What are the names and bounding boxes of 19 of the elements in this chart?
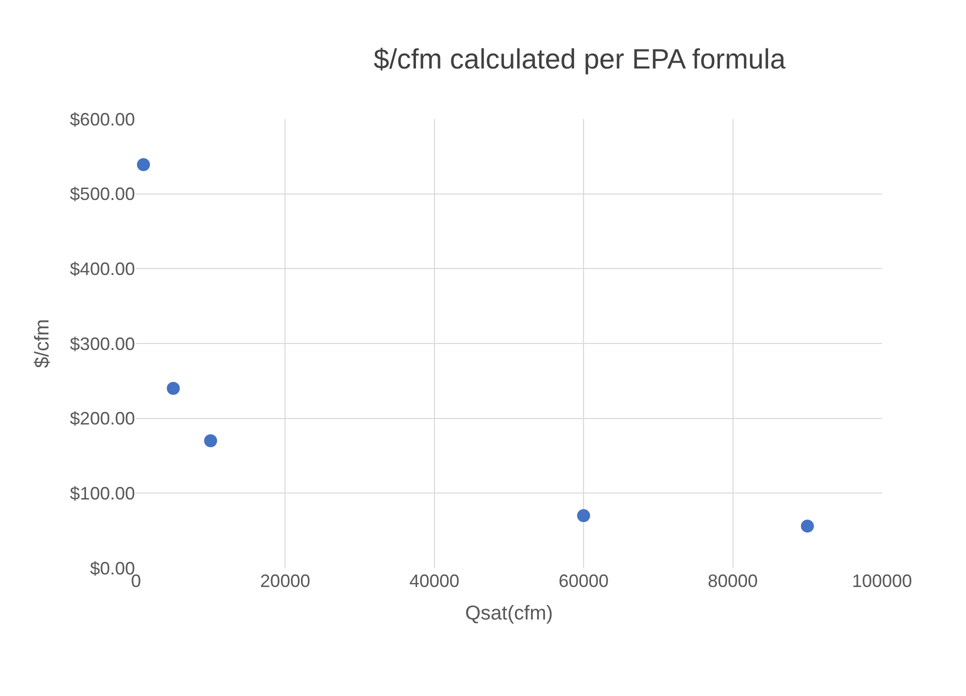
y-tick-label: $100.00 xyxy=(70,483,135,504)
x-tick-label: 100000 xyxy=(852,571,912,591)
y-tick-label: $300.00 xyxy=(70,334,135,354)
x-axis-title: Qsat(cfm) xyxy=(465,602,553,624)
y-tick-label: $600.00 xyxy=(70,109,135,130)
x-tick-label: 80000 xyxy=(708,571,758,591)
point xyxy=(577,509,590,522)
x-tick-label: 20000 xyxy=(260,571,310,591)
point xyxy=(204,434,218,448)
point xyxy=(800,520,814,533)
y-tick-label: $400.00 xyxy=(70,258,135,279)
point xyxy=(166,382,180,395)
chart-title: $/cfm calculated per EPA formula xyxy=(374,43,786,74)
x-tick-label: 60000 xyxy=(558,571,609,591)
x-tick-label: 40000 xyxy=(409,571,460,591)
y-tick-label: $200.00 xyxy=(70,408,135,429)
y-tick-label: $500.00 xyxy=(70,184,135,204)
point xyxy=(136,158,150,172)
y-axis-title: $/cfm xyxy=(31,319,54,368)
